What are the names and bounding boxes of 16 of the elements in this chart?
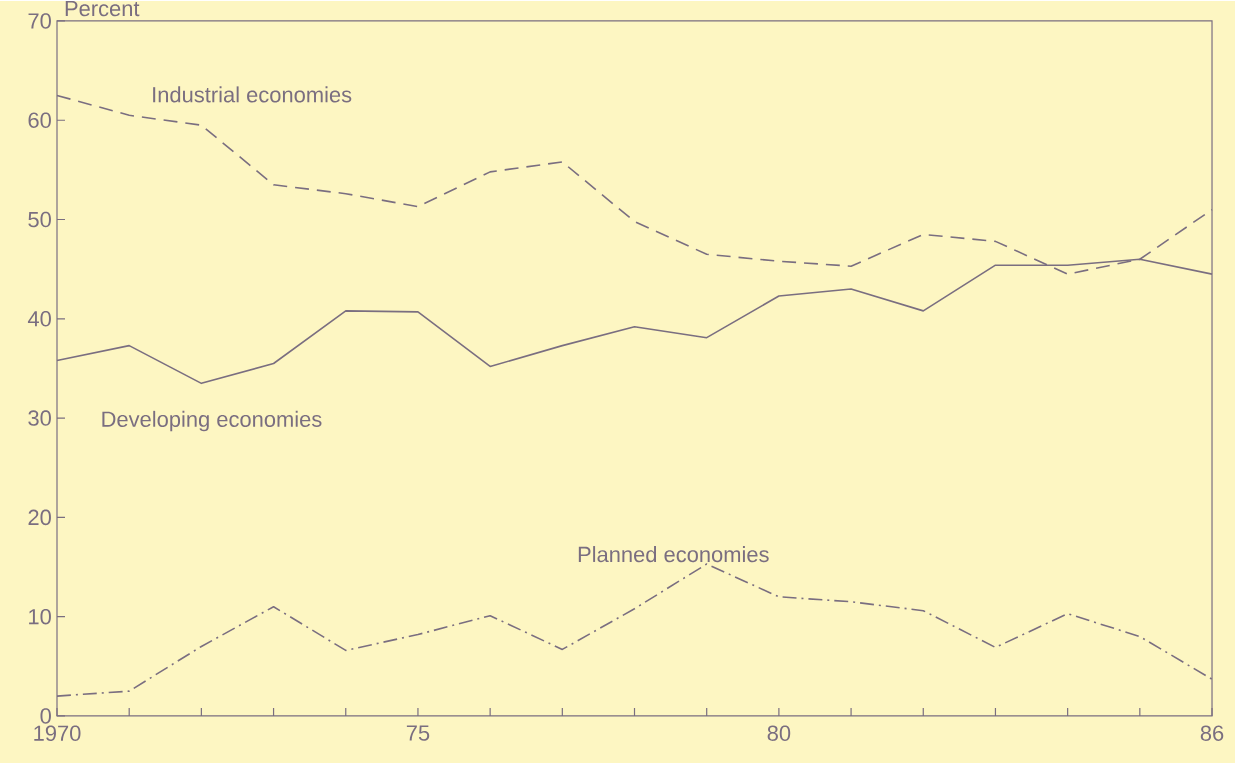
x-tick-label: 75	[406, 725, 430, 741]
series-label: Planned economies	[578, 546, 769, 563]
y-tick-label: 50	[28, 211, 51, 228]
x-tick-label: 1970	[34, 725, 81, 741]
y-tick-label: 70	[28, 13, 51, 29]
y-tick-label: 40	[27, 311, 51, 327]
y-tick-label: 20	[28, 509, 51, 526]
legend-label: Developing economies	[102, 410, 322, 432]
x-tick-label: 80	[767, 725, 791, 741]
y-tick-label: 60	[28, 112, 51, 129]
y-tick-label: 10	[29, 608, 51, 625]
y-tick-label: 30	[28, 410, 51, 426]
y-axis-title: Percent	[65, 1, 140, 17]
y-tick-label: 0	[40, 708, 51, 724]
series-label: Industrial economies	[153, 86, 352, 103]
x-tick-label: 86	[1200, 725, 1224, 741]
